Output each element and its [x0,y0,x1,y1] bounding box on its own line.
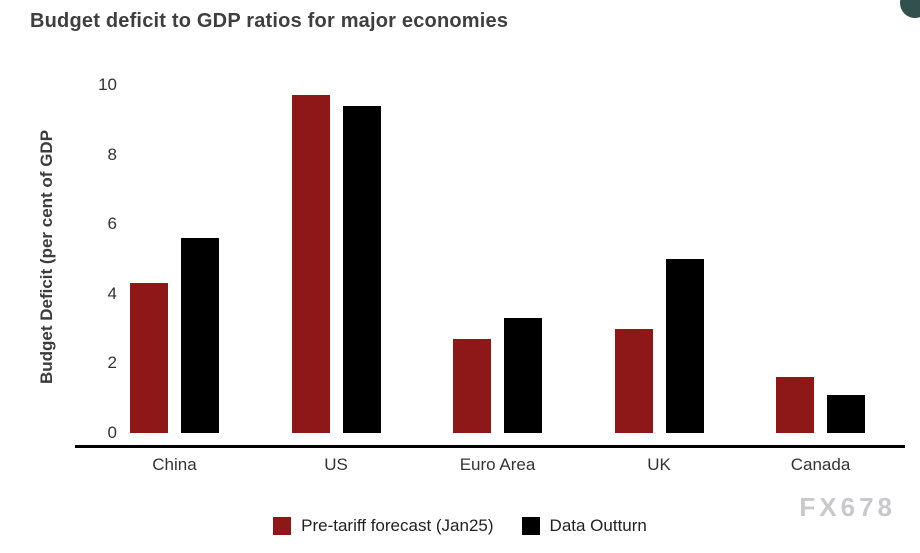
legend-item-pre-tariff-forecast-jan25: Pre-tariff forecast (Jan25) [273,516,494,536]
legend-label-pre-tariff-forecast-jan25: Pre-tariff forecast (Jan25) [301,516,494,535]
bar-group-uk [614,85,704,433]
bar-group-canada [776,85,865,433]
bar-groups [130,85,865,433]
y-tick-label-8: 8 [107,144,117,164]
bar-pre-tariff-forecast-jan25-canada [776,377,814,433]
watermark-text: FX678 [799,492,896,522]
category-label-text: Canada [790,455,851,474]
y-tick-label-0: 0 [107,423,117,442]
category-label-text: US [324,455,348,474]
chart-legend: Pre-tariff forecast (Jan25) Data Outturn [0,516,920,536]
category-label-text: Euro Area [459,455,536,474]
x-axis-category-labels: China US Euro Area UK Canada [130,455,865,475]
category-label-text: China [152,455,197,474]
bar-pre-tariff-forecast-jan25-us [291,95,330,433]
y-tick-label-6: 6 [107,214,117,234]
category-label-uk: UK [615,455,704,475]
chart-title: Budget deficit to GDP ratios for major e… [30,10,509,32]
bar-group-euro-area [453,85,542,433]
y-tick-label-4: 4 [107,283,117,303]
bar-group-china [130,85,219,433]
bar-data-outturn-china [181,238,219,433]
y-axis-label: Budget Deficit (per cent of GDP [37,129,56,385]
y-tick-label-2: 2 [107,353,117,373]
bar-pre-tariff-forecast-jan25-uk [614,328,653,433]
category-label-text: UK [647,455,671,474]
category-label-canada: Canada [776,455,865,475]
y-axis-ticks: 0 2 4 6 8 10 [75,75,117,442]
category-label-us: US [292,455,381,475]
category-label-euro-area: Euro Area [453,455,542,475]
bar-pre-tariff-forecast-jan25-euro-area [453,339,491,433]
legend-swatch-data-outturn [521,517,540,535]
category-label-china: China [130,455,219,475]
bar-data-outturn-uk [665,259,704,433]
bar-pre-tariff-forecast-jan25-china [130,283,168,433]
legend-item-data-outturn: Data Outturn [521,516,647,536]
chart-plot-area: 0 2 4 6 8 10 China US Euro Area UK Canada [75,75,905,474]
y-tick-label-10: 10 [98,75,117,94]
bar-data-outturn-us [342,105,381,433]
bar-group-us [291,85,381,433]
x-axis-line [75,445,905,448]
bar-data-outturn-canada [827,394,865,433]
legend-label-data-outturn: Data Outturn [549,516,647,535]
legend-swatch-pre-tariff-forecast-jan25 [273,517,292,535]
bar-data-outturn-euro-area [504,318,542,433]
floating-widget-button[interactable] [900,0,920,18]
